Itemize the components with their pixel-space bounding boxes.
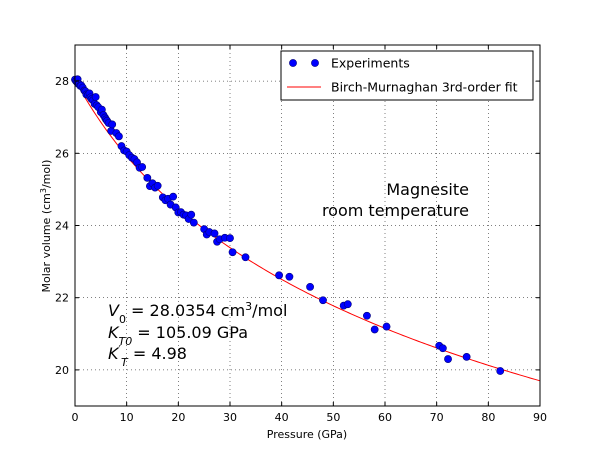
legend: Experiments Birch-Murnaghan 3rd-order fi… <box>280 50 534 101</box>
data-point <box>462 353 471 361</box>
param-v0-superscript: 3 <box>245 300 252 313</box>
data-point <box>228 248 237 257</box>
x-tick-label: 50 <box>326 411 340 424</box>
param-kprime-superscript: ′ <box>119 343 122 356</box>
param-v0-value: = 28.0354 cm <box>126 301 245 320</box>
data-point <box>91 93 100 101</box>
param-kprime-value: = 4.98 <box>128 344 187 363</box>
data-point <box>169 192 178 201</box>
param-kprime-subscript: T <box>121 356 129 369</box>
data-point <box>306 282 314 291</box>
y-axis-label-tail: /mol) <box>40 160 53 189</box>
data-point <box>189 218 198 227</box>
x-axis-label: Pressure (GPa) <box>267 428 347 441</box>
data-point <box>382 322 391 331</box>
param-k: KT0 = 105.09 GPa <box>108 323 248 348</box>
x-tick-label: 60 <box>378 411 392 424</box>
data-point <box>153 181 162 190</box>
y-tick-label: 26 <box>55 147 69 160</box>
legend-entry-fit: Birch-Murnaghan 3rd-order fit <box>287 80 518 95</box>
param-v0: V0 = 28.0354 cm3/mol <box>108 300 287 326</box>
y-axis-label-sup: 3 <box>39 188 48 193</box>
x-tick-label: 80 <box>481 411 495 424</box>
x-tick-label: 30 <box>223 411 237 424</box>
param-k-value: = 105.09 GPa <box>132 323 248 342</box>
param-k-symbol: K <box>108 323 120 342</box>
y-tick-label: 22 <box>55 292 69 305</box>
y-axis-label: Molar volume (cm3/mol) <box>39 160 54 293</box>
x-tick-label: 10 <box>120 411 134 424</box>
legend-marker-left <box>289 59 297 67</box>
data-point <box>108 120 117 129</box>
param-kprime: K′T = 4.98 <box>108 343 187 369</box>
data-point <box>343 300 352 309</box>
x-tick-label: 40 <box>275 411 289 424</box>
x-tick-label: 90 <box>533 411 547 424</box>
legend-entry-experiments: Experiments <box>289 56 410 71</box>
x-tick-label: 0 <box>72 411 79 424</box>
param-k-subscript: T0 <box>119 335 133 348</box>
data-point <box>143 173 152 182</box>
data-point <box>444 355 452 363</box>
x-tick-label: 20 <box>171 411 185 424</box>
data-point <box>496 367 505 375</box>
param-kprime-symbol: K <box>108 344 120 363</box>
param-v0-symbol: V <box>108 301 120 320</box>
data-point <box>115 132 123 141</box>
data-point <box>138 163 147 171</box>
data-point <box>370 325 379 334</box>
data-point <box>210 229 219 238</box>
legend-label-experiments: Experiments <box>331 56 410 71</box>
data-point <box>438 344 447 353</box>
y-tick-label: 28 <box>55 75 69 88</box>
y-tick-label: 20 <box>55 364 69 377</box>
legend-marker-right <box>311 59 319 67</box>
param-v0-unit: /mol <box>252 301 287 320</box>
annotation-condition: room temperature <box>322 201 469 220</box>
data-point <box>241 253 250 262</box>
param-v0-subscript: 0 <box>119 313 126 326</box>
y-axis-label-main: Molar volume (cm <box>40 193 53 292</box>
x-tick-label: 70 <box>430 411 444 424</box>
annotation-mineral: Magnesite <box>386 180 469 199</box>
data-point <box>187 210 196 219</box>
ticks <box>74 45 541 406</box>
legend-box <box>280 50 534 101</box>
data-point <box>285 272 294 281</box>
legend-label-fit: Birch-Murnaghan 3rd-order fit <box>331 80 518 95</box>
data-point <box>319 296 327 305</box>
data-point <box>275 271 283 280</box>
data-point <box>363 311 371 320</box>
data-point <box>226 234 234 243</box>
y-tick-label: 24 <box>55 220 69 233</box>
